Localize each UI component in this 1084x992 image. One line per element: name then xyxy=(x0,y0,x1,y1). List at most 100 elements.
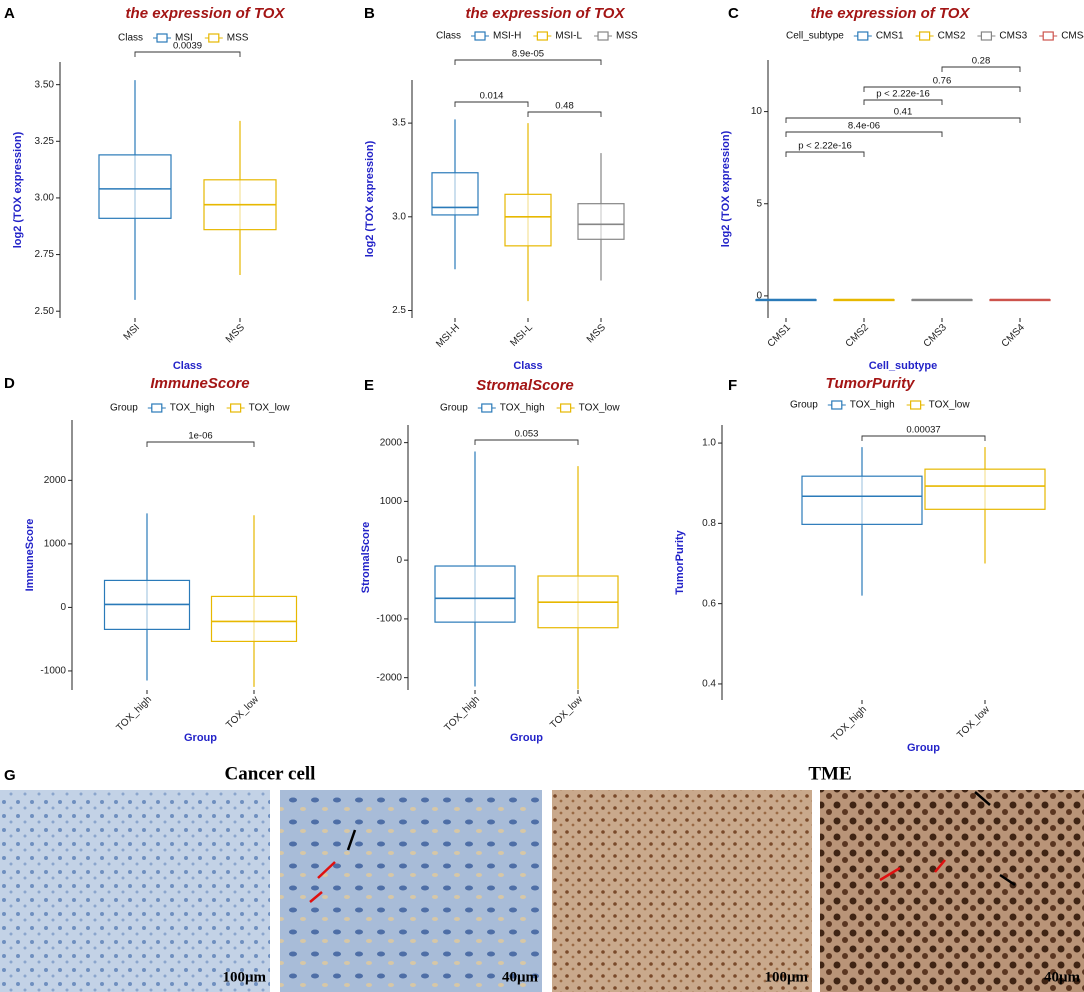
scale-label: 100μm xyxy=(223,969,267,985)
chart-panel: D ImmuneScore Group TOX_high TOX_low -1000 0 10… xyxy=(4,375,298,744)
y-tick-label: 10 xyxy=(751,106,763,117)
legend-title: Cell_subtype xyxy=(786,31,844,42)
legend-label: CMS4 xyxy=(1061,31,1084,42)
x-tick-label: MSS xyxy=(224,322,247,345)
y-tick-label: 1.0 xyxy=(702,438,716,449)
x-tick-label: TOX_low xyxy=(955,704,992,741)
y-tick-label: 0.6 xyxy=(702,598,716,609)
y-tick-label: 2.75 xyxy=(35,249,55,260)
scale-label: 40μm xyxy=(502,969,539,985)
comparison-label: 0.76 xyxy=(933,76,952,87)
x-axis-label: Class xyxy=(173,360,202,372)
comparison-label: 8.4e-06 xyxy=(848,121,880,132)
legend-swatch xyxy=(560,403,572,413)
x-tick-label: TOX_low xyxy=(548,694,585,731)
legend-label: CMS3 xyxy=(999,31,1027,42)
arrow xyxy=(346,829,357,851)
legend-label: TOX_low xyxy=(929,400,971,411)
box xyxy=(801,475,923,525)
legend-label: TOX_high xyxy=(850,400,895,411)
y-tick-label: 0 xyxy=(756,291,762,302)
y-tick-label: 2.5 xyxy=(392,305,406,316)
comparison-bracket xyxy=(454,59,602,65)
y-tick-label: 5 xyxy=(756,198,762,209)
panel-letter: F xyxy=(728,377,737,394)
panel-letter: G xyxy=(4,767,16,784)
legend-label: TOX_high xyxy=(500,403,545,414)
y-tick-label: 3.00 xyxy=(35,193,55,204)
y-tick-label: 0 xyxy=(396,555,402,566)
y-tick-label: 0 xyxy=(60,602,66,613)
micrograph-panel xyxy=(0,790,1084,992)
y-tick-label: 1000 xyxy=(380,496,403,507)
micrograph xyxy=(552,790,812,992)
legend-title: Class xyxy=(118,33,143,44)
chart-panel: F TumorPurity Group TOX_high TOX_low 0.4 0.6 0.… xyxy=(674,375,1046,754)
chart-title: TumorPurity xyxy=(826,375,916,392)
legend-swatch xyxy=(1042,31,1054,41)
arrow xyxy=(317,861,336,879)
comparison-bracket xyxy=(863,86,1021,92)
comparison-bracket xyxy=(785,131,943,137)
comparison-bracket xyxy=(785,151,865,157)
x-tick-label: TOX_high xyxy=(115,694,154,733)
micrograph xyxy=(0,790,270,992)
x-tick-label: TOX_high xyxy=(830,704,869,743)
comparison-label: 8.9e-05 xyxy=(512,49,544,60)
box xyxy=(434,565,516,623)
y-axis-label: log2 (TOX expression) xyxy=(720,130,732,247)
arrow xyxy=(974,791,991,806)
legend-swatch xyxy=(230,403,242,413)
chart-title: StromalScore xyxy=(476,377,574,394)
box xyxy=(210,595,298,643)
legend-label: MSI-L xyxy=(555,31,582,42)
x-tick-label: MSI xyxy=(122,322,142,342)
micrograph-title: TME xyxy=(808,763,851,784)
comparison-label: 0.014 xyxy=(480,91,504,102)
comparison-label: 1e-06 xyxy=(188,431,212,442)
legend-swatch xyxy=(156,33,168,43)
legend-swatch xyxy=(919,31,931,41)
scale-label: 100μm xyxy=(765,969,809,985)
x-tick-label: CMS4 xyxy=(1000,322,1028,350)
legend-swatch xyxy=(151,403,163,413)
y-tick-label: 3.5 xyxy=(392,118,406,129)
micrograph-labels: G Cancer cell TME 100μm 40μm 100μm 40μm xyxy=(4,763,1081,985)
box xyxy=(924,468,1046,510)
x-tick-label: MSI-H xyxy=(434,322,462,350)
y-tick-label: 1000 xyxy=(44,539,67,550)
legend-title: Class xyxy=(436,31,461,42)
arrow xyxy=(934,859,946,873)
legend-label: MSI-H xyxy=(493,31,521,42)
chart-title: the expression of TOX xyxy=(811,5,971,22)
x-axis-label: Class xyxy=(513,360,542,372)
y-tick-label: 3.50 xyxy=(35,79,55,90)
box xyxy=(431,172,479,216)
legend-label: TOX_low xyxy=(249,403,291,414)
box xyxy=(98,154,172,219)
comparison-bracket xyxy=(861,435,986,441)
legend-label: MSS xyxy=(227,33,249,44)
chart-title: the expression of TOX xyxy=(466,5,626,22)
box xyxy=(577,203,625,240)
legend-swatch xyxy=(980,31,993,41)
comparison-label: 0.28 xyxy=(972,56,991,67)
legend-swatch xyxy=(857,31,869,41)
y-tick-label: -1000 xyxy=(376,614,402,625)
panel-letter: E xyxy=(364,377,374,394)
y-axis-label: TumorPurity xyxy=(674,529,686,594)
legend-swatch xyxy=(536,31,548,41)
y-tick-label: 0.4 xyxy=(702,679,716,690)
x-tick-label: CMS1 xyxy=(766,322,794,350)
y-tick-label: 0.8 xyxy=(702,518,716,529)
chart-panel: E StromalScore Group TOX_high TOX_low -2000 -1… xyxy=(360,377,620,744)
comparison-label: p < 2.22e-16 xyxy=(876,89,930,100)
legend-swatch xyxy=(597,31,609,41)
x-tick-label: TOX_low xyxy=(224,694,261,731)
legend-label: CMS1 xyxy=(876,31,904,42)
legend-label: MSS xyxy=(616,31,638,42)
panel-letter: B xyxy=(364,5,375,22)
y-axis-label: log2 (TOX expression) xyxy=(12,131,24,248)
legend-swatch xyxy=(910,400,922,410)
